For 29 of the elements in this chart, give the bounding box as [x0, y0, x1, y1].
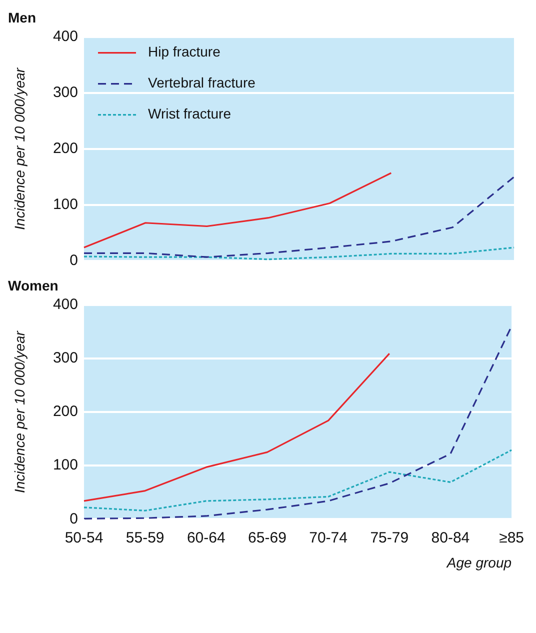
x-tick-label: 50-54	[64, 529, 104, 546]
y-axis-title: Incidence per 10 000/year	[11, 66, 28, 230]
y-tick-label: 200	[52, 403, 78, 420]
y-tick-label: 400	[52, 28, 78, 45]
y-axis-title: Incidence per 10 000/year	[11, 330, 28, 493]
chart-title: Women	[8, 277, 58, 294]
chart-title: Men	[8, 9, 36, 26]
y-tick-label: 0	[70, 252, 78, 270]
y-tick-label: 300	[52, 350, 78, 367]
x-tick-label: ≥85	[499, 529, 524, 546]
x-tick-label: 75-79	[370, 529, 409, 546]
x-tick-label: 55-59	[126, 529, 164, 546]
y-tick-label: 100	[52, 456, 78, 474]
y-tick-label: 400	[52, 296, 78, 313]
legend-label: Hip fracture	[148, 44, 221, 60]
x-tick-label: 65-69	[248, 529, 286, 546]
line-series	[83, 449, 512, 512]
y-tick-label: 100	[52, 196, 78, 214]
x-tick-label: 60-64	[186, 529, 226, 546]
y-tick-label: 0	[70, 510, 78, 528]
x-tick-label: 70-74	[309, 529, 348, 546]
x-tick-label: 80-84	[431, 529, 470, 546]
line-series	[83, 246, 515, 260]
y-tick-label: 200	[52, 140, 78, 158]
legend-label: Wrist fracture	[148, 106, 232, 122]
y-tick-label: 300	[52, 84, 78, 101]
x-axis-title: Age group	[446, 554, 512, 570]
line-series	[83, 176, 515, 258]
legend-label: Vertebral fracture	[148, 74, 256, 91]
